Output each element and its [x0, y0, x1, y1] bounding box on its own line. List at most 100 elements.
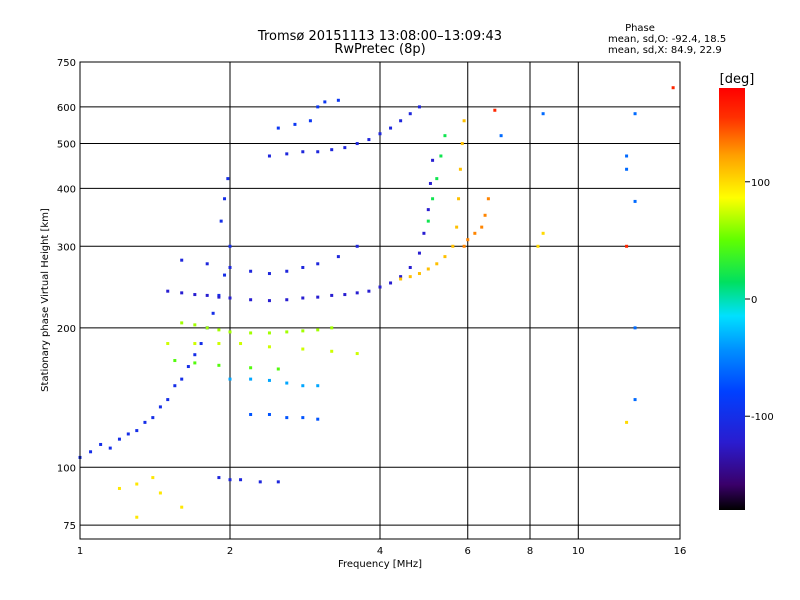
- data-point: [316, 295, 320, 299]
- data-point: [330, 293, 334, 297]
- data-point: [285, 416, 289, 420]
- data-point: [473, 231, 477, 235]
- data-point: [228, 296, 232, 300]
- data-point: [455, 225, 459, 229]
- data-point: [249, 377, 253, 381]
- data-point: [180, 321, 184, 325]
- data-point: [126, 432, 130, 436]
- data-point: [316, 150, 320, 154]
- data-point: [228, 478, 232, 482]
- colorbar-tick-label: 100: [751, 178, 770, 189]
- data-point: [135, 482, 139, 486]
- y-tick-label: 200: [57, 324, 76, 335]
- y-tick-label: 300: [57, 242, 76, 253]
- data-point: [316, 384, 320, 388]
- data-point: [173, 359, 177, 363]
- data-point: [536, 244, 540, 248]
- data-point: [228, 244, 232, 248]
- data-point: [166, 398, 170, 402]
- data-point: [205, 293, 209, 297]
- data-point: [439, 154, 443, 158]
- y-tick-label: 600: [57, 103, 76, 114]
- data-point: [117, 437, 121, 441]
- data-point: [435, 177, 439, 181]
- data-point: [249, 269, 253, 273]
- data-point: [330, 148, 334, 152]
- data-point: [399, 119, 403, 123]
- data-point: [199, 342, 203, 346]
- data-point: [336, 255, 340, 259]
- data-point: [276, 126, 280, 130]
- data-point: [458, 167, 462, 171]
- data-point: [541, 112, 545, 116]
- data-point: [443, 134, 447, 138]
- data-point: [217, 295, 221, 299]
- data-point: [625, 244, 629, 248]
- data-point: [367, 289, 371, 293]
- data-point: [301, 416, 305, 420]
- colorbar-tick-label: 0: [751, 295, 757, 306]
- data-point: [443, 255, 447, 259]
- x-tick-label: 6: [465, 546, 471, 557]
- annotation-line-x: mean, sd,X: 84.9, 22.9: [608, 45, 722, 56]
- data-point: [193, 361, 197, 365]
- y-axis: 75 100 200 300 400 500 600 750: [57, 58, 76, 532]
- data-point: [301, 329, 305, 333]
- data-point: [330, 349, 334, 353]
- data-point: [117, 486, 121, 490]
- data-point: [625, 167, 629, 171]
- data-point: [493, 108, 497, 112]
- colorbar-tick-label: -100: [751, 412, 774, 423]
- data-point: [428, 181, 432, 185]
- data-point: [180, 291, 184, 295]
- colorbar-ticks: 100 0 -100: [745, 178, 774, 423]
- data-point: [625, 420, 629, 424]
- x-axis: 1 2 4 6 8 10 16: [77, 546, 687, 557]
- data-point: [217, 342, 221, 346]
- data-point: [276, 480, 280, 484]
- chart-subtitle: RwPretec (8p): [334, 42, 425, 57]
- data-point: [431, 197, 435, 201]
- data-point: [355, 352, 359, 356]
- data-point: [135, 515, 139, 519]
- x-tick-label: 2: [227, 546, 233, 557]
- data-point: [466, 238, 470, 242]
- data-point: [217, 363, 221, 367]
- data-point: [166, 342, 170, 346]
- data-point: [343, 146, 347, 150]
- data-point: [239, 478, 243, 482]
- data-point: [426, 219, 430, 223]
- data-point: [249, 298, 253, 302]
- y-tick-label: 75: [63, 521, 76, 532]
- data-point: [389, 126, 393, 130]
- y-tick-label: 750: [57, 58, 76, 69]
- data-point: [308, 119, 312, 123]
- data-point: [276, 367, 280, 371]
- data-point: [249, 412, 253, 416]
- data-point: [239, 342, 243, 346]
- x-axis-label: Frequency [MHz]: [338, 559, 422, 570]
- data-point: [267, 378, 271, 382]
- data-point: [193, 353, 197, 357]
- data-point: [462, 119, 466, 123]
- data-point: [486, 197, 490, 201]
- data-point: [89, 450, 93, 454]
- data-point: [180, 377, 184, 381]
- data-point: [457, 197, 461, 201]
- data-point: [301, 296, 305, 300]
- data-point: [417, 272, 421, 276]
- data-point: [143, 420, 147, 424]
- data-point: [228, 330, 232, 334]
- data-point: [193, 293, 197, 297]
- data-point: [426, 208, 430, 212]
- data-point: [462, 244, 466, 248]
- data-point: [355, 291, 359, 295]
- data-point: [355, 142, 359, 146]
- data-point: [633, 326, 637, 330]
- data-point: [422, 231, 426, 235]
- data-point: [431, 158, 435, 162]
- data-point: [226, 177, 230, 181]
- chart-title: Tromsø 20151113 13:08:00–13:09:43: [257, 29, 502, 44]
- data-point: [378, 285, 382, 289]
